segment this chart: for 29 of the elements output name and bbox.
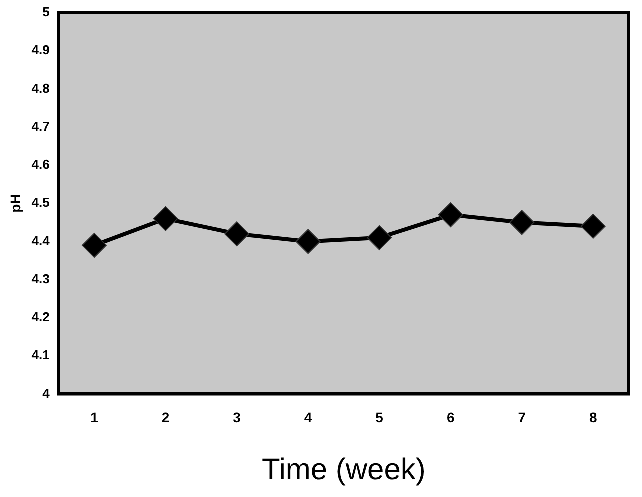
- point: [296, 229, 321, 254]
- x-tick-label: 5: [376, 409, 384, 426]
- y-tick-label: 4.6: [32, 157, 50, 172]
- y-tick-label: 4.9: [32, 42, 50, 58]
- x-axis-title: Time (week): [262, 453, 426, 486]
- point: [438, 202, 464, 228]
- point: [510, 210, 535, 236]
- y-tick-label: 4.5: [32, 195, 50, 210]
- y-tick-label: 4.7: [32, 118, 50, 134]
- y-tick-label: 4: [42, 386, 51, 401]
- x-tick-label: 2: [162, 409, 170, 426]
- y-tick-label: 4.1: [32, 348, 50, 363]
- x-tick-label: 6: [446, 409, 455, 426]
- x-tick-label: 4: [304, 409, 312, 426]
- point: [82, 233, 108, 258]
- point: [580, 214, 606, 239]
- x-tick-label: 8: [589, 409, 598, 426]
- point: [224, 222, 250, 247]
- point: [153, 206, 178, 232]
- y-tick-label: 4.2: [32, 310, 50, 325]
- x-tick-label: 7: [518, 409, 526, 426]
- point: [367, 225, 392, 250]
- x-tick-label: 1: [90, 409, 99, 426]
- y-tick-label: 4.3: [32, 271, 50, 286]
- x-tick-label: 3: [233, 409, 242, 426]
- y-tick-label: 4.8: [32, 80, 50, 96]
- y-axis-title: pH: [7, 194, 24, 213]
- y-tick-label: 5: [42, 4, 50, 20]
- y-tick-label: 4.4: [32, 233, 51, 248]
